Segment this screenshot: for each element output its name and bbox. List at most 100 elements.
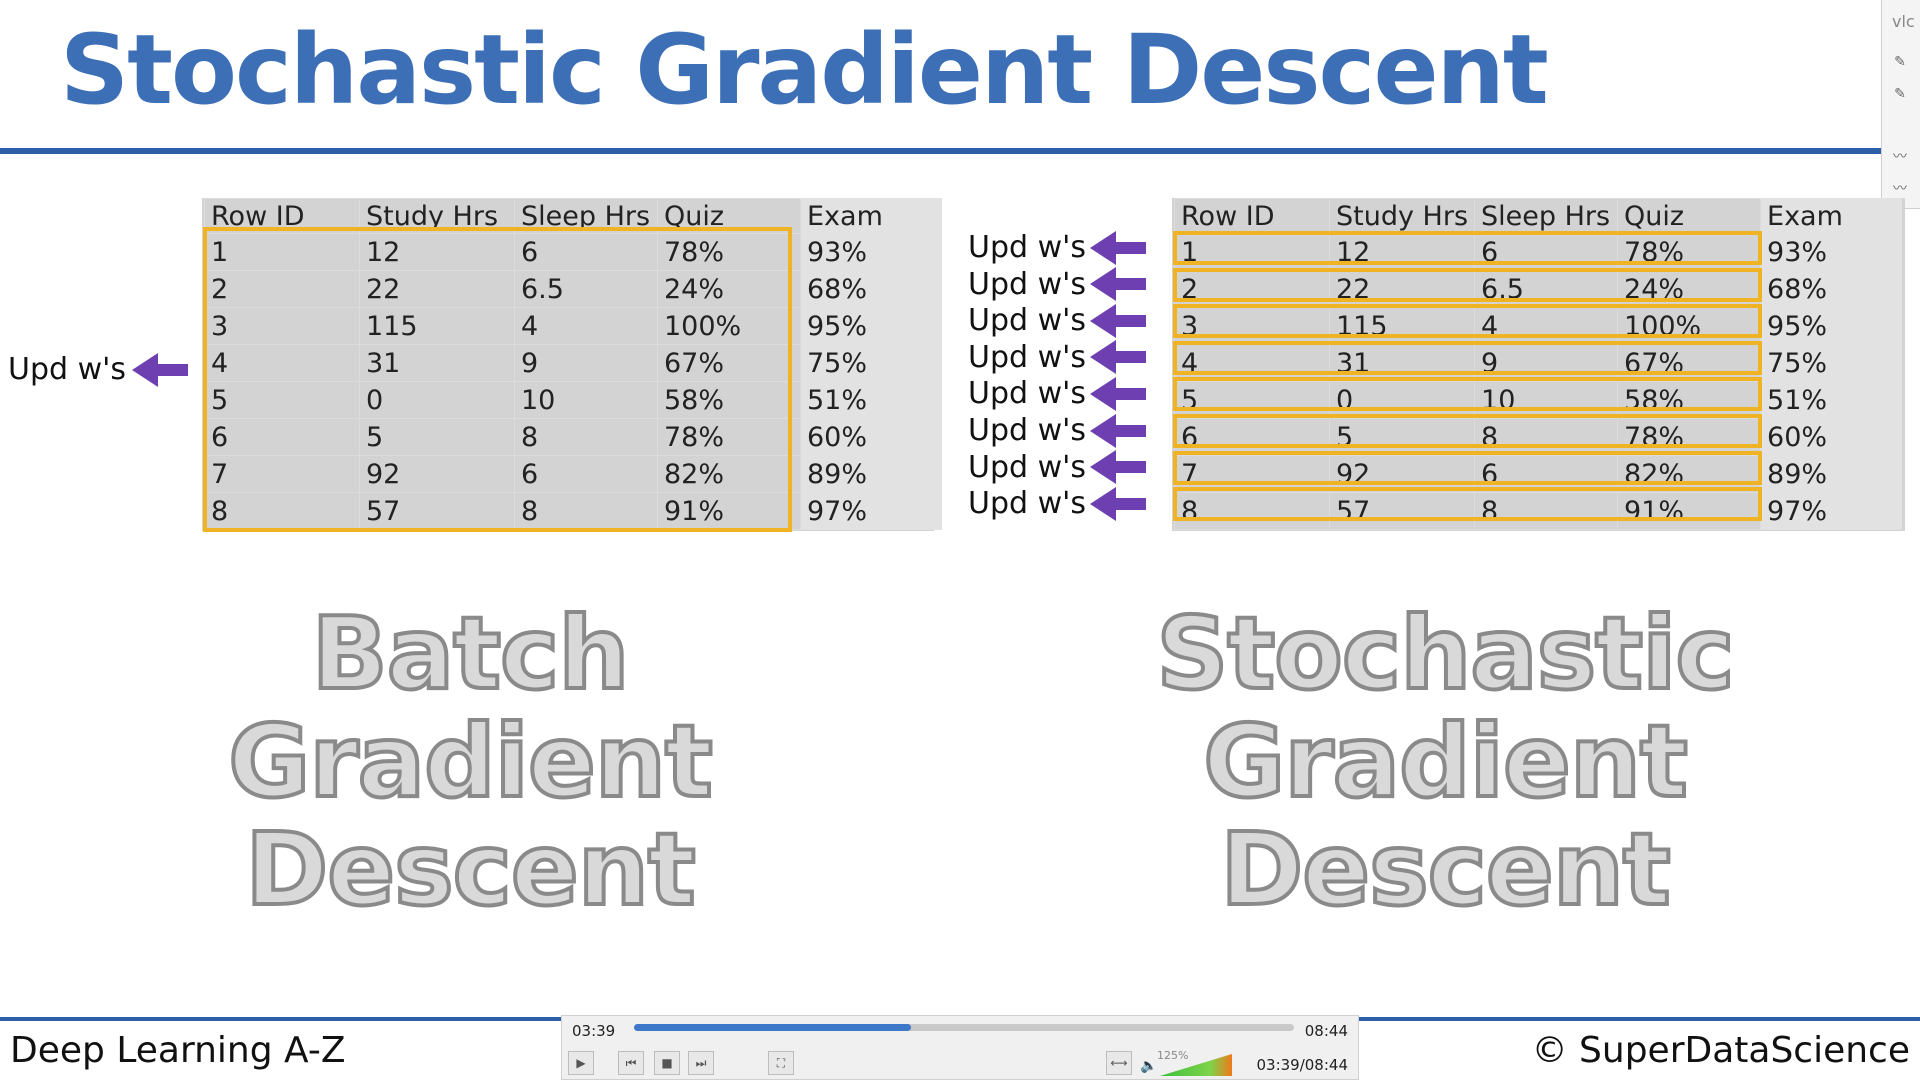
slide-title: Stochastic Gradient Descent (60, 14, 1549, 126)
column-header: Row ID (1174, 198, 1330, 234)
row-highlight-box (1173, 487, 1762, 522)
label-line: Descent (243, 811, 697, 928)
pen-icon[interactable]: ✎ (1894, 86, 1906, 102)
update-weights-text: Upd w's (968, 413, 1086, 448)
volume-slider[interactable] (1160, 1054, 1232, 1076)
table-cell: 97% (1760, 492, 1903, 530)
pen-icon[interactable]: ✎ (1894, 54, 1906, 70)
wave-icon[interactable]: 〰 (1893, 149, 1907, 165)
label-line: Descent (1218, 811, 1672, 928)
play-icon[interactable]: ▶ (568, 1051, 594, 1075)
table-row: 3 115 4 100% 95% (1174, 307, 1903, 345)
update-weights-label: Upd w's (968, 413, 1146, 448)
row-highlight-box (1173, 304, 1762, 339)
table-row: 2 22 6.5 24% 68% (204, 270, 942, 308)
total-time: 08:44 (1304, 1022, 1348, 1040)
table-cell: 22 (359, 270, 515, 308)
table-row: 4 31 9 67% 75% (204, 344, 942, 382)
arrow-left-icon (132, 352, 158, 387)
label-line: Stochastic (1154, 595, 1736, 712)
label-line: Batch (310, 595, 632, 712)
table-row: 5 0 10 58% 51% (204, 381, 942, 419)
arrow-tail (1116, 387, 1146, 400)
volume-fill (1160, 1054, 1232, 1076)
table-cell: 60% (800, 418, 942, 456)
volume-level: 125% (1157, 1049, 1189, 1062)
table-cell: 68% (1760, 270, 1903, 308)
vlc-side-panel: vlc ✎ ✎ 〰 〰 (1881, 0, 1920, 209)
table-cell: 4 (204, 344, 360, 382)
seek-progress (634, 1024, 912, 1031)
table-row: 8 57 8 91% 97% (1174, 492, 1903, 530)
arrow-left-icon (1090, 230, 1116, 265)
copyright: © SuperDataScience (1531, 1030, 1910, 1071)
title-rule (0, 148, 1883, 154)
arrow-left-icon (1090, 486, 1116, 521)
arrow-tail (1116, 314, 1146, 327)
update-weights-label: Upd w's (968, 340, 1146, 375)
arrow-left-icon (1090, 450, 1116, 485)
table-cell: 60% (1760, 418, 1903, 456)
next-icon[interactable]: ⏭ (688, 1051, 714, 1075)
fullscreen-icon[interactable]: ⛶ (768, 1051, 794, 1075)
table-cell: 82% (657, 455, 801, 493)
course-name: Deep Learning A-Z (10, 1030, 346, 1071)
table-cell: 58% (657, 381, 801, 419)
table-header-row: Row ID Study Hrs Sleep Hrs Quiz Exam (1174, 198, 1903, 234)
prev-icon[interactable]: ⏮ (618, 1051, 644, 1075)
stop-icon[interactable]: ■ (654, 1051, 680, 1075)
elapsed-time: 03:39 (572, 1022, 616, 1040)
table-cell: 89% (1760, 455, 1903, 493)
row-highlight-box (1173, 231, 1762, 265)
table-row: 7 92 6 82% 89% (1174, 455, 1903, 493)
update-weights-text: Upd w's (968, 230, 1086, 265)
label-line: Gradient (226, 703, 715, 820)
table-cell: 95% (1760, 307, 1903, 345)
extended-icon[interactable]: ⟷ (1106, 1051, 1132, 1075)
update-weights-text: Upd w's (968, 486, 1086, 522)
speaker-icon[interactable]: 🔈 (1140, 1058, 1158, 1074)
arrow-tail (1116, 461, 1146, 474)
table-row: 7 92 6 82% 89% (204, 455, 942, 493)
table-cell: 97% (800, 492, 942, 530)
table-cell: 6 (514, 233, 658, 271)
table-row: 5 0 10 58% 51% (1174, 381, 1903, 419)
seek-bar[interactable] (634, 1024, 1294, 1031)
arrow-left-icon (1090, 413, 1116, 448)
arrow-tail (1116, 424, 1146, 437)
table-cell: 6 (1474, 455, 1619, 493)
table-body: 1 12 6 78% 93% 2 22 6.5 24% 68% 3 115 4 100% 95% 4 31 9 67… (1174, 233, 1903, 530)
table-cell: 57 (359, 492, 515, 530)
arrow-tail (1116, 351, 1146, 364)
update-weights-label: Upd w's (968, 450, 1146, 485)
table-cell: 6 (204, 418, 360, 456)
table-cell: 2 (204, 270, 360, 308)
row-highlight-box (1173, 450, 1762, 485)
update-weights-label: Upd w's (8, 352, 188, 387)
table-cell: 8 (1174, 492, 1330, 530)
arrow-left-icon (1090, 376, 1116, 411)
table-cell: 3 (1174, 307, 1330, 345)
time-readout: 03:39/08:44 (1256, 1056, 1348, 1074)
arrow-tail (1116, 497, 1146, 510)
batch-gd-label: Batch Gradient Descent (190, 595, 750, 928)
wave-icon[interactable]: 〰 (1893, 181, 1907, 197)
update-weights-text: Upd w's (968, 339, 1086, 375)
table-cell: 8 (514, 418, 658, 456)
update-weights-text: Upd w's (968, 449, 1086, 485)
update-weights-label: Upd w's (968, 486, 1146, 521)
table-cell: 6.5 (514, 270, 658, 308)
table-cell: 92 (359, 455, 515, 493)
table-cell: 8 (1474, 418, 1619, 456)
update-weights-label: Upd w's (968, 230, 1146, 265)
table-cell: 92 (1328, 455, 1476, 493)
arrow-tail (158, 363, 188, 376)
table-cell: 7 (204, 455, 360, 493)
update-weights-label: Upd w's (968, 376, 1146, 411)
update-weights-text: Upd w's (968, 266, 1086, 302)
table-cell: 4 (1474, 307, 1619, 345)
table-cell: 4 (514, 307, 658, 345)
table-cell: 4 (1174, 344, 1330, 382)
table-cell: 115 (359, 307, 515, 345)
arrow-tail (1116, 278, 1146, 291)
